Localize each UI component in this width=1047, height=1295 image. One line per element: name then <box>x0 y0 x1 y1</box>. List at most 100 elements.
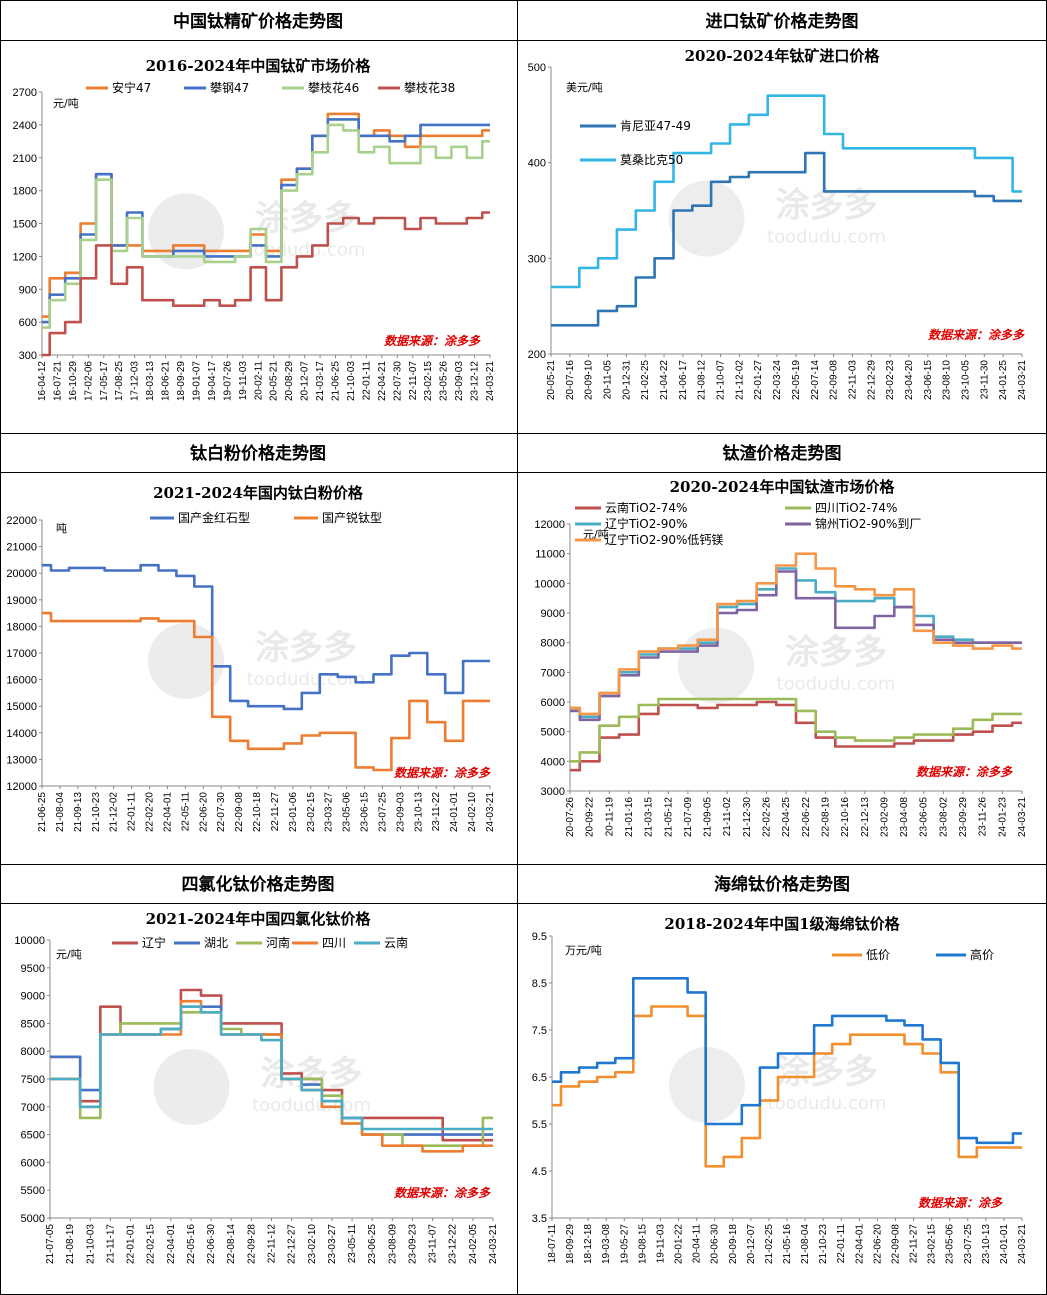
watermark-url: toodudu.com <box>768 1093 887 1114</box>
legend-label: 国产锐钛型 <box>322 510 382 525</box>
x-tick-label: 23-05-06 <box>945 1224 956 1264</box>
x-tick-label: 23-02-10 <box>307 1224 318 1264</box>
x-tick-label: 16-07-21 <box>52 361 63 401</box>
x-tick-label: 23-06-15 <box>923 360 934 400</box>
y-tick-label: 1800 <box>13 186 37 198</box>
x-tick-label: 18-09-29 <box>565 1224 576 1264</box>
y-tick-label: 6000 <box>21 1157 45 1169</box>
y-tick-label: 300 <box>19 350 37 362</box>
x-tick-label: 20-12-31 <box>621 360 632 400</box>
y-tick-label: 6000 <box>541 697 565 709</box>
y-tick-label: 7.5 <box>532 1025 547 1037</box>
x-tick-label: 20-11-19 <box>604 797 615 837</box>
unit-label: 美元/吨 <box>566 81 603 94</box>
x-tick-label: 23-11-30 <box>979 360 990 400</box>
x-tick-label: 23-11-26 <box>978 797 989 837</box>
watermark-logo <box>668 180 745 257</box>
x-tick-label: 22-01-11 <box>836 1224 847 1264</box>
x-tick-label: 19-11-03 <box>655 1224 666 1264</box>
x-tick-label: 21-04-22 <box>659 360 670 400</box>
x-tick-label: 23-11-07 <box>428 1224 439 1264</box>
x-tick-label: 23-08-02 <box>938 797 949 837</box>
series-line <box>551 94 1022 289</box>
x-tick-label: 22-09-28 <box>246 1224 257 1264</box>
x-tick-label: 19-08-15 <box>637 1224 648 1264</box>
unit-label: 元/吨 <box>56 948 82 961</box>
x-tick-label: 22-07-14 <box>810 360 821 400</box>
x-tick-label: 23-07-25 <box>377 792 388 832</box>
x-tick-label: 20-08-29 <box>284 361 295 401</box>
x-tick-label: 22-12-29 <box>866 360 877 400</box>
x-tick-label: 16-10-29 <box>68 361 79 401</box>
watermark-brand: 涂多多 <box>785 633 887 673</box>
legend-label: 辽宁TiO2-90%低钙镁 <box>605 532 723 547</box>
y-tick-label: 8000 <box>541 638 565 650</box>
legend-label: 锦州TiO2-90%到厂 <box>815 517 921 531</box>
x-tick-label: 24-03-21 <box>1017 1224 1028 1264</box>
x-tick-label: 23-04-20 <box>904 360 915 400</box>
y-tick-label: 2700 <box>13 87 37 99</box>
x-tick-label: 17-08-25 <box>114 361 125 401</box>
x-tick-label: 21-10-07 <box>716 360 727 400</box>
x-tick-label: 24-03-21 <box>485 792 496 832</box>
x-tick-label: 23-05-26 <box>439 361 450 401</box>
chart-title: 2020-2024年钛矿进口价格 <box>685 47 881 65</box>
x-tick-label: 24-01-01 <box>999 1224 1010 1264</box>
legend-label: 湖北 <box>204 935 228 950</box>
x-tick-label: 20-09-18 <box>728 1224 739 1264</box>
legend-label: 肯尼亚47-49 <box>620 119 691 133</box>
y-tick-label: 12000 <box>6 781 37 793</box>
x-tick-label: 18-09-29 <box>176 361 187 401</box>
panel-header: 四氯化钛价格走势图 <box>182 874 335 895</box>
x-tick-label: 22-11-03 <box>847 360 858 400</box>
x-tick-label: 20-06-30 <box>710 1224 721 1264</box>
unit-label: 元/吨 <box>53 97 79 110</box>
panel-header: 进口钛矿价格走势图 <box>706 11 859 32</box>
watermark-url: toodudu.com <box>252 1095 371 1116</box>
x-tick-label: 20-07-26 <box>565 797 576 837</box>
x-tick-label: 23-06-05 <box>919 797 930 837</box>
legend-label: 四川 <box>322 936 346 950</box>
x-tick-label: 22-05-16 <box>186 1224 197 1264</box>
x-tick-label: 23-02-09 <box>879 797 890 837</box>
x-tick-label: 22-09-08 <box>829 360 840 400</box>
x-tick-label: 18-07-11 <box>547 1224 558 1264</box>
legend: 肯尼亚47-49 莫桑比克50 <box>580 119 691 167</box>
series-line <box>50 1005 493 1131</box>
x-tick-label: 22-03-24 <box>772 360 783 400</box>
y-tick-label: 8000 <box>21 1046 45 1058</box>
series-line <box>42 611 490 772</box>
x-tick-label: 23-10-13 <box>981 1224 992 1264</box>
legend-label: 云南TiO2-74% <box>605 500 687 515</box>
x-tick-label: 20-12-07 <box>300 361 311 401</box>
legend-label: 攀钢47 <box>210 81 249 95</box>
x-tick-label: 22-10-16 <box>840 797 851 837</box>
x-tick-label: 23-06-15 <box>360 792 371 832</box>
watermark-brand: 涂多多 <box>255 199 357 239</box>
unit-label: 元/吨 <box>583 528 609 541</box>
y-tick-label: 1500 <box>13 219 37 231</box>
y-tick-label: 10000 <box>534 578 565 590</box>
x-tick-label: 17-05-17 <box>99 361 110 401</box>
x-tick-label: 18-03-13 <box>145 361 156 401</box>
y-tick-label: 5000 <box>21 1213 45 1225</box>
y-tick-label: 900 <box>19 284 37 296</box>
y-tick-label: 10000 <box>14 935 45 947</box>
x-tick-label: 19-01-07 <box>191 361 202 401</box>
source-label: 数据来源：涂多多 <box>394 1186 491 1200</box>
x-tick-label: 22-09-08 <box>234 792 245 832</box>
x-tick-label: 23-09-03 <box>395 792 406 832</box>
x-tick-label: 18-12-18 <box>583 1224 594 1264</box>
x-tick-label: 23-03-27 <box>324 792 335 832</box>
x-tick-label: 23-12-12 <box>470 361 481 401</box>
watermark-logo <box>148 623 224 699</box>
x-tick-label: 20-05-21 <box>546 360 557 400</box>
x-tick-label: 21-10-03 <box>346 361 357 401</box>
x-tick-label: 20-07-16 <box>565 360 576 400</box>
panel-ticl4: 四氯化钛价格走势图 2021-2024年中国四氯化钛价格 元/吨 涂多多tood… <box>14 874 499 1264</box>
x-tick-label: 20-01-22 <box>674 1224 685 1264</box>
x-tick-label: 22-01-11 <box>127 792 138 832</box>
x-tick-label: 22-10-18 <box>252 792 263 832</box>
